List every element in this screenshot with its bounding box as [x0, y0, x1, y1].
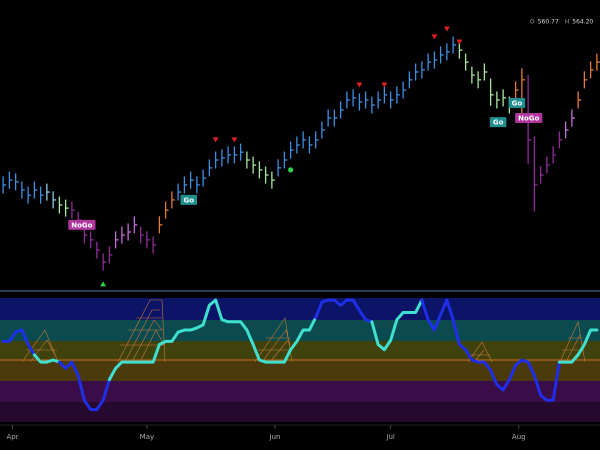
readout-label: H: [565, 19, 570, 26]
signal-triangle: [381, 82, 388, 88]
readout-value: 564.20: [572, 19, 593, 26]
x-tick-label: May: [140, 433, 154, 441]
mesh: [117, 299, 166, 363]
annotation: Go: [489, 117, 507, 128]
oscillator-line: [107, 298, 318, 382]
annotation-box: [489, 117, 507, 128]
annotation-box: [68, 219, 96, 230]
x-tick-label: Apr: [6, 433, 18, 441]
mesh: [254, 317, 293, 363]
annotation-label: Go: [493, 119, 504, 127]
annotation-box: [508, 98, 526, 109]
oscillator-line: [32, 353, 61, 364]
band: [0, 298, 600, 320]
annotation-label: NoGo: [518, 115, 539, 123]
oscillator-line: [1, 328, 36, 357]
annotation: Go: [180, 194, 198, 205]
band: [0, 402, 600, 422]
band: [0, 320, 600, 341]
x-tick-label: Jul: [385, 433, 395, 441]
annotation-label: Go: [512, 100, 523, 108]
annotation-box: [180, 194, 198, 205]
x-tick-label: Jun: [269, 433, 281, 441]
band: [0, 341, 600, 361]
price-panel: Go NoGo Go Go NoGo O 560.77 H 564.20: [2, 19, 600, 287]
oscillator-line: [420, 298, 561, 402]
signal-triangle: [431, 34, 438, 40]
signal-triangle: [231, 137, 238, 143]
oscillator-panel: Apr May Jun Jul Aug: [0, 298, 600, 441]
x-tick-label: Aug: [512, 433, 526, 441]
signal-triangle: [443, 26, 450, 32]
band: [0, 361, 600, 381]
oscillator-line: [314, 298, 374, 324]
band: [0, 381, 600, 402]
annotation: NoGo: [68, 219, 96, 230]
signal-triangle: [100, 281, 107, 287]
readout-value: 560.77: [538, 19, 559, 26]
oscillator-line: [557, 328, 599, 364]
oscillator-line: [57, 360, 111, 412]
signal-dot: [288, 167, 294, 173]
annotation: Go: [508, 98, 526, 109]
annotation-box: [515, 113, 543, 124]
signal-triangle: [212, 137, 219, 143]
signal-triangle: [456, 39, 463, 45]
oscillator-line: [370, 298, 424, 352]
annotation-label: Go: [183, 196, 194, 204]
readout-label: O: [530, 19, 535, 26]
signal-triangle: [356, 82, 363, 88]
annotation: NoGo: [515, 113, 543, 124]
annotation-label: NoGo: [71, 221, 92, 229]
